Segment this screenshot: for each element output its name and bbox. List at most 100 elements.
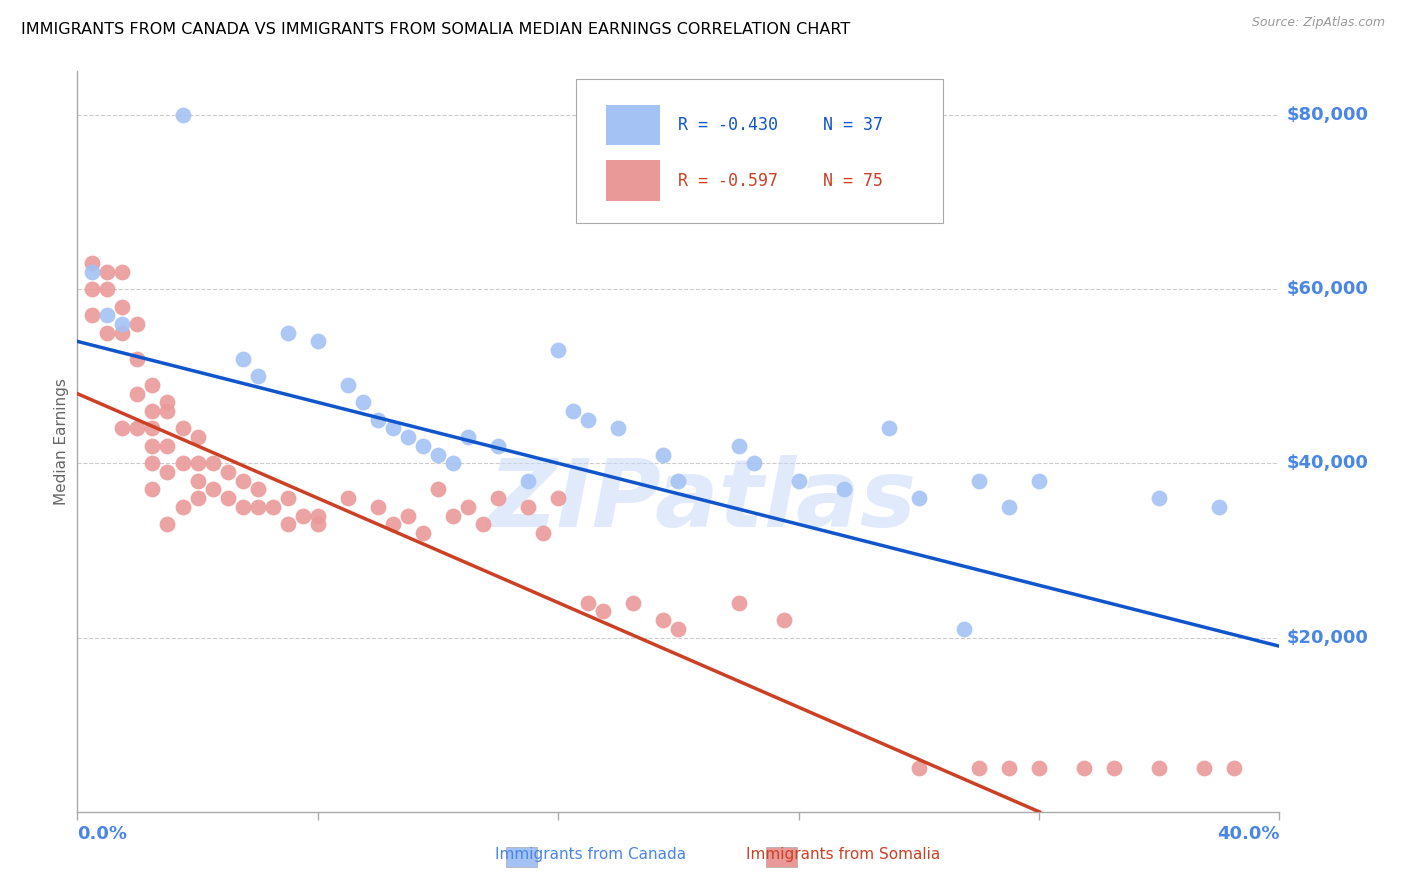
Point	[141, 439, 163, 453]
Point	[246, 369, 269, 384]
Point	[127, 386, 149, 401]
Point	[201, 483, 224, 497]
Point	[307, 517, 329, 532]
Point	[486, 439, 509, 453]
FancyBboxPatch shape	[576, 78, 943, 223]
Point	[156, 395, 179, 409]
Point	[96, 265, 118, 279]
Point	[1028, 761, 1050, 775]
Point	[127, 421, 149, 435]
Point	[141, 421, 163, 435]
Text: $60,000: $60,000	[1286, 280, 1368, 298]
Point	[457, 430, 479, 444]
Point	[953, 622, 976, 636]
Point	[621, 596, 644, 610]
Text: Immigrants from Canada: Immigrants from Canada	[495, 847, 686, 862]
Point	[82, 308, 104, 322]
Point	[246, 500, 269, 514]
Point	[547, 343, 569, 357]
Point	[517, 474, 540, 488]
Text: N = 37: N = 37	[823, 116, 883, 134]
Point	[1149, 761, 1171, 775]
Point	[186, 456, 209, 470]
Point	[217, 491, 239, 505]
Point	[172, 108, 194, 122]
Point	[427, 483, 450, 497]
Text: Immigrants from Somalia: Immigrants from Somalia	[747, 847, 941, 862]
Point	[412, 439, 434, 453]
Point	[427, 448, 450, 462]
Text: 40.0%: 40.0%	[1218, 825, 1279, 843]
Point	[172, 500, 194, 514]
Point	[1208, 500, 1230, 514]
Point	[82, 265, 104, 279]
Text: R = -0.430: R = -0.430	[679, 116, 779, 134]
Point	[201, 456, 224, 470]
Text: 0.0%: 0.0%	[77, 825, 128, 843]
Point	[156, 439, 179, 453]
Y-axis label: Median Earnings: Median Earnings	[53, 378, 69, 505]
Point	[186, 474, 209, 488]
Point	[441, 508, 464, 523]
Point	[607, 421, 630, 435]
Point	[457, 500, 479, 514]
Point	[576, 413, 599, 427]
Point	[82, 256, 104, 270]
Point	[232, 500, 254, 514]
Point	[1102, 761, 1125, 775]
Point	[186, 491, 209, 505]
Point	[652, 448, 675, 462]
Point	[486, 491, 509, 505]
Point	[396, 430, 419, 444]
Point	[96, 326, 118, 340]
Text: ZIPatlas: ZIPatlas	[488, 455, 917, 547]
Point	[998, 761, 1021, 775]
Point	[262, 500, 284, 514]
Text: $40,000: $40,000	[1286, 454, 1368, 473]
Point	[592, 604, 614, 618]
Point	[562, 404, 585, 418]
Text: R = -0.597: R = -0.597	[679, 172, 779, 190]
Point	[141, 378, 163, 392]
Point	[772, 613, 794, 627]
Point	[277, 326, 299, 340]
Point	[367, 413, 389, 427]
Point	[787, 474, 810, 488]
Point	[217, 465, 239, 479]
FancyBboxPatch shape	[606, 161, 661, 201]
Point	[336, 491, 359, 505]
Point	[336, 378, 359, 392]
Point	[111, 317, 134, 331]
Point	[652, 613, 675, 627]
Point	[127, 351, 149, 366]
Point	[396, 508, 419, 523]
Point	[547, 491, 569, 505]
Point	[172, 421, 194, 435]
Point	[742, 456, 765, 470]
Text: IMMIGRANTS FROM CANADA VS IMMIGRANTS FROM SOMALIA MEDIAN EARNINGS CORRELATION CH: IMMIGRANTS FROM CANADA VS IMMIGRANTS FRO…	[21, 22, 851, 37]
Point	[96, 282, 118, 296]
Point	[307, 508, 329, 523]
Point	[232, 351, 254, 366]
Point	[172, 456, 194, 470]
Point	[967, 761, 990, 775]
Point	[727, 596, 749, 610]
Point	[531, 526, 554, 541]
FancyBboxPatch shape	[606, 104, 661, 145]
Point	[998, 500, 1021, 514]
Point	[141, 456, 163, 470]
Text: Source: ZipAtlas.com: Source: ZipAtlas.com	[1251, 16, 1385, 29]
Point	[908, 761, 931, 775]
Point	[576, 596, 599, 610]
Point	[1073, 761, 1095, 775]
Point	[877, 421, 900, 435]
Point	[1028, 474, 1050, 488]
Point	[908, 491, 931, 505]
Point	[517, 500, 540, 514]
Point	[307, 334, 329, 349]
Point	[127, 317, 149, 331]
Point	[111, 421, 134, 435]
Point	[277, 517, 299, 532]
Point	[246, 483, 269, 497]
Point	[156, 465, 179, 479]
